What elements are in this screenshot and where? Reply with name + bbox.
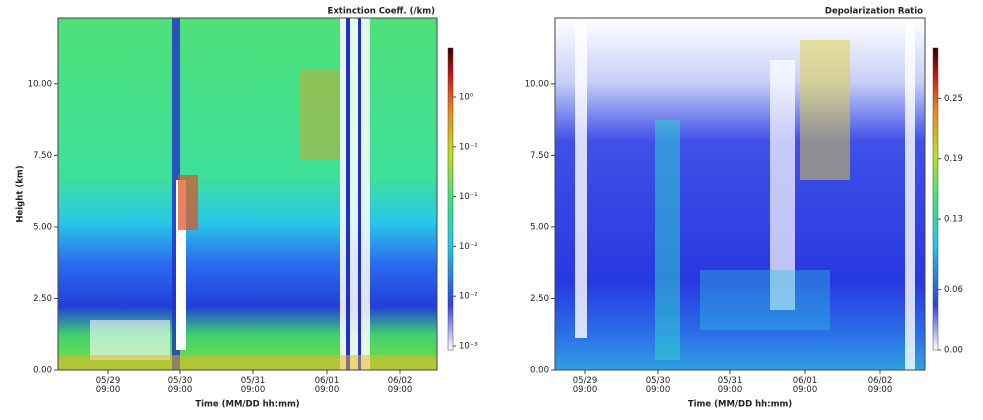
patch: [300, 70, 340, 160]
patch: [700, 270, 830, 330]
chart-title: Depolarization Ratio: [825, 7, 923, 17]
y-tick-label: 5.00: [530, 222, 549, 232]
colorbar-tick-label: 10⁻²: [459, 292, 478, 302]
colorbar-frame: [447, 47, 454, 351]
heatmap-field: [555, 18, 925, 370]
x-tick-label: 05/30 09:00: [168, 376, 193, 395]
y-tick-label: 5.00: [33, 222, 52, 232]
x-tick-label: 06/01 09:00: [315, 376, 340, 395]
y-tick-label: 2.50: [33, 294, 52, 304]
colorbar-tick-label: 10⁻²: [459, 242, 478, 252]
colorbar-tick-label: 0.06: [944, 285, 963, 295]
x-tick-label: 06/02 09:00: [388, 376, 413, 395]
y-tick-label: 7.50: [530, 151, 549, 161]
x-axis-label: Time (MM/DD hh:mm): [688, 400, 792, 410]
x-tick-label: 06/01 09:00: [793, 376, 818, 395]
colorbar-tick-label: 10⁻¹: [459, 192, 478, 202]
colorbar: [448, 48, 453, 350]
patch: [90, 320, 170, 360]
plot-frame: [57, 17, 438, 371]
x-tick-label: 05/29 09:00: [573, 376, 598, 395]
colorbar-frame: [932, 47, 939, 351]
streak: [575, 18, 587, 338]
y-tick-label: 10.00: [28, 79, 52, 89]
x-tick-label: 05/31 09:00: [718, 376, 743, 395]
x-tick-label: 06/02 09:00: [868, 376, 893, 395]
streak: [770, 60, 795, 310]
colorbar-tick-label: 0.25: [944, 94, 963, 104]
streak: [176, 180, 186, 350]
streak: [340, 18, 370, 370]
colorbar-tick-label: 10⁻³: [459, 342, 478, 352]
chart-title: Extinction Coeff. (/km): [328, 7, 436, 17]
streak: [178, 175, 198, 230]
colorbar: [933, 48, 938, 350]
x-axis-label: Time (MM/DD hh:mm): [195, 400, 299, 410]
patch: [800, 40, 850, 180]
y-tick-label: 7.50: [33, 151, 52, 161]
colorbar-tick-label: 0.19: [944, 154, 963, 164]
x-tick-label: 05/31 09:00: [241, 376, 266, 395]
plot-frame: [554, 17, 926, 371]
streak: [358, 18, 361, 370]
colorbar-tick-label: 10⁰: [459, 93, 474, 103]
patch: [655, 120, 680, 360]
streak: [346, 18, 350, 370]
heatmap-field: [58, 18, 437, 370]
colorbar-tick-label: 0.13: [944, 215, 963, 225]
x-tick-label: 05/30 09:00: [646, 376, 671, 395]
colorbar-tick-label: 0.00: [944, 346, 963, 356]
streak: [905, 18, 915, 370]
x-tick-label: 05/29 09:00: [96, 376, 121, 395]
y-tick-label: 2.50: [530, 294, 549, 304]
y-axis-label: Height (km): [16, 165, 26, 222]
colorbar-tick-label: 10⁻¹: [459, 142, 478, 152]
y-tick-label: 10.00: [525, 79, 549, 89]
y-tick-label: 0.00: [33, 366, 52, 376]
patch: [58, 355, 437, 370]
y-tick-label: 0.00: [530, 366, 549, 376]
